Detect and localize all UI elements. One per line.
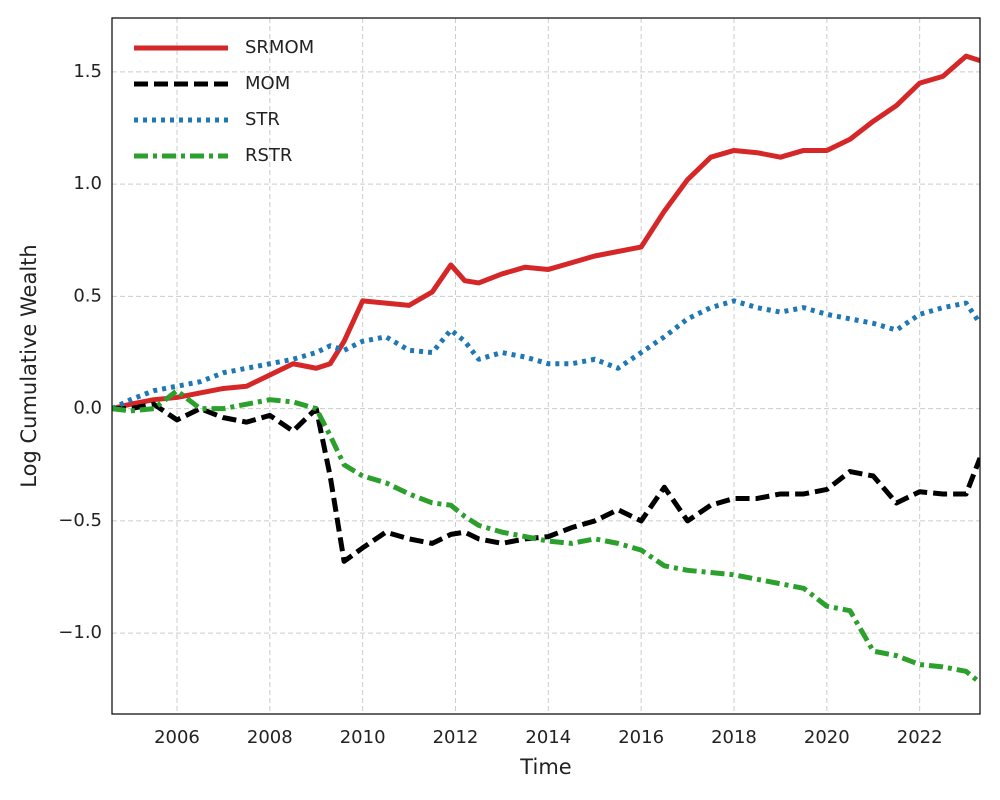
x-tick-label: 2020 [804, 727, 850, 748]
y-tick-label: 0.0 [73, 398, 102, 419]
x-tick-label: 2008 [247, 727, 293, 748]
legend-label: STR [245, 109, 280, 130]
y-tick-label: 1.5 [73, 61, 102, 82]
plot-frame [111, 17, 981, 715]
y-tick-label: −0.5 [58, 510, 102, 531]
y-tick-label: 1.0 [73, 173, 102, 194]
y-tick-label: 0.5 [73, 285, 102, 306]
x-tick-label: 2010 [340, 727, 386, 748]
x-tick-label: 2016 [618, 727, 664, 748]
y-tick-label: −1.0 [58, 622, 102, 643]
series-line [112, 388, 980, 685]
series-line [112, 53, 980, 412]
series-line [112, 401, 980, 564]
x-tick-label: 2018 [711, 727, 757, 748]
x-tick-label: 2006 [154, 727, 200, 748]
legend-label: SRMOM [245, 37, 314, 58]
legend-label: MOM [245, 73, 290, 94]
x-axis-label: Time [519, 755, 571, 779]
legend-label: RSTR [245, 145, 292, 166]
x-tick-label: 2012 [433, 727, 479, 748]
series-line [112, 298, 980, 411]
x-tick-label: 2014 [525, 727, 571, 748]
x-tick-label: 2022 [897, 727, 943, 748]
y-axis-label: Log Cumulative Wealth [17, 244, 41, 487]
